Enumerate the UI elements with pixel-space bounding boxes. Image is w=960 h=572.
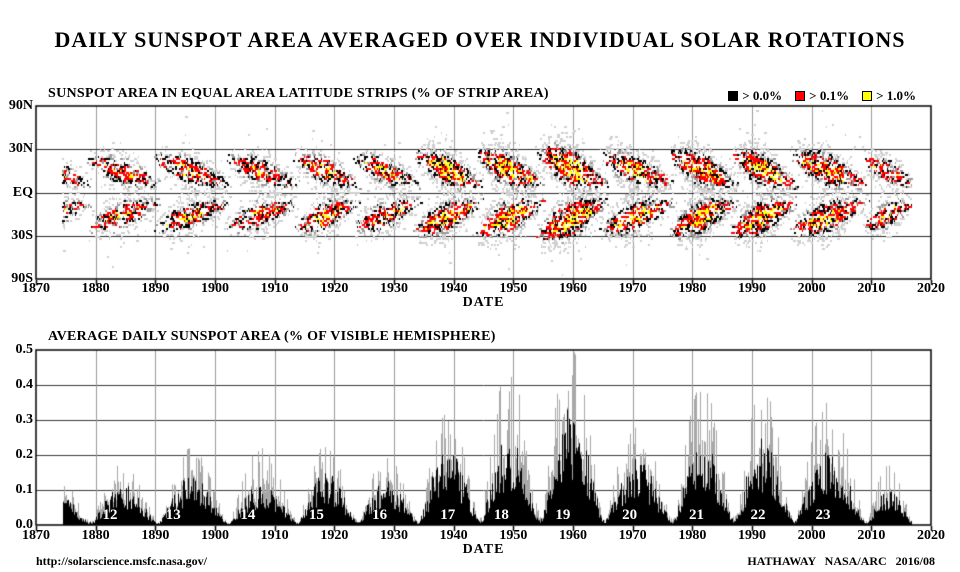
p2-x-tick-label: 1980 [678, 528, 707, 543]
p2-y-tick-label: 0.5 [15, 342, 34, 357]
p1-x-tick-label: 1920 [320, 281, 349, 296]
p1-y-tick-label: 90S [11, 271, 33, 286]
p2-x-tick-label: 1940 [439, 528, 468, 543]
area-panel-title: AVERAGE DAILY SUNSPOT AREA (% OF VISIBLE… [48, 329, 496, 344]
p1-x-tick-label: 1910 [260, 281, 289, 296]
p2-x-tick-label: 1900 [201, 528, 229, 543]
black-square-icon [728, 91, 739, 101]
p2-x-tick-label: 2020 [917, 528, 945, 543]
butterfly-panel-title: SUNSPOT AREA IN EQUAL AREA LATITUDE STRI… [48, 86, 549, 101]
p2-y-tick-label: 0.0 [15, 517, 34, 532]
p1-x-tick-label: 1870 [22, 281, 50, 296]
p1-y-tick-label: 30S [11, 228, 33, 243]
p1-x-tick-label: 2020 [917, 281, 945, 296]
cycle-number-label: 17 [440, 507, 456, 523]
cycle-number-label: 23 [815, 507, 831, 523]
cycle-number-label: 15 [308, 507, 324, 523]
p2-x-tick-label: 1960 [559, 528, 587, 543]
credit-text: HATHAWAY NASA/ARC 2016/08 [747, 554, 935, 568]
p2-y-tick-label: 0.1 [15, 482, 34, 497]
cycle-number-label: 12 [102, 507, 118, 523]
p1-x-tick-label: 1990 [738, 281, 766, 296]
p1-x-tick-label: 1950 [499, 281, 528, 296]
p1-x-tick-label: 1880 [81, 281, 110, 296]
p2-x-tick-label: 1880 [81, 528, 110, 543]
cycle-number-label: 16 [372, 507, 388, 523]
p2-x-tick-label: 1920 [320, 528, 349, 543]
p1-x-tick-label: 1940 [439, 281, 468, 296]
p1-x-tick-label: 1960 [559, 281, 587, 296]
p2-y-tick-label: 0.4 [15, 377, 34, 392]
p2-y-tick-label: 0.2 [15, 447, 34, 462]
legend-item: > 0.0% [728, 88, 782, 104]
legend: > 0.0% > 0.1% > 1.0% [728, 88, 916, 104]
legend-label: > 0.1% [809, 88, 850, 103]
legend-item: > 1.0% [862, 88, 916, 104]
cycle-number-label: 19 [555, 507, 571, 523]
yellow-square-icon [862, 91, 873, 101]
legend-item: > 0.1% [795, 88, 849, 104]
p1-x-tick-label: 1890 [141, 281, 170, 296]
page-title: DAILY SUNSPOT AREA AVERAGED OVER INDIVID… [54, 27, 906, 52]
p2-x-tick-label: 1910 [260, 528, 289, 543]
p2-x-tick-label: 1890 [141, 528, 170, 543]
legend-label: > 1.0% [876, 88, 916, 103]
cycle-number-label: 20 [622, 507, 638, 523]
p2-x-tick-label: 2010 [857, 528, 886, 543]
cycle-number-label: 14 [240, 507, 256, 523]
p2-x-tick-label: 2000 [797, 528, 826, 543]
p1-x-tick-label: 2000 [797, 281, 826, 296]
p2-x-tick-label: 1990 [738, 528, 766, 543]
p1-y-tick-label: 30N [8, 141, 33, 156]
p1-x-tick-label: 1900 [201, 281, 229, 296]
p1-y-tick-label: 90N [8, 98, 33, 113]
p2-x-tick-label: 1970 [618, 528, 647, 543]
legend-label: > 0.0% [742, 88, 783, 103]
p2-x-tick-label: 1870 [22, 528, 50, 543]
p1-x-tick-label: 1980 [678, 281, 707, 296]
cycle-number-label: 13 [165, 507, 181, 523]
cycle-number-label: 21 [689, 507, 704, 523]
p2-x-tick-label: 1950 [499, 528, 528, 543]
cycle-number-label: 22 [750, 507, 766, 523]
p1-x-axis-title: DATE [462, 295, 505, 310]
p1-x-tick-label: 2010 [857, 281, 886, 296]
red-square-icon [795, 91, 806, 101]
p2-x-tick-label: 1930 [380, 528, 408, 543]
source-url: http://solarscience.msfc.nasa.gov/ [36, 554, 207, 568]
p1-y-tick-label: EQ [12, 185, 33, 200]
p2-x-axis-title: DATE [462, 542, 505, 557]
p1-x-tick-label: 1970 [618, 281, 647, 296]
p1-x-tick-label: 1930 [380, 281, 408, 296]
cycle-number-label: 18 [493, 507, 509, 523]
p2-y-tick-label: 0.3 [15, 412, 34, 427]
